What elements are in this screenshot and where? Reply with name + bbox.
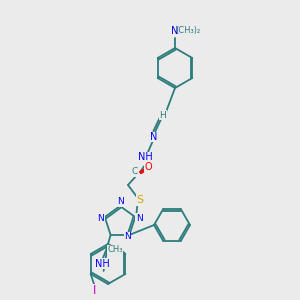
Text: O: O	[144, 162, 152, 172]
Text: NH: NH	[95, 259, 110, 269]
Text: I: I	[93, 284, 96, 298]
Text: (CH₃)₂: (CH₃)₂	[176, 26, 201, 35]
Text: CH₃: CH₃	[108, 245, 123, 254]
Text: H: H	[160, 110, 167, 119]
Text: N: N	[117, 197, 123, 206]
Text: C: C	[132, 167, 138, 176]
Text: S: S	[136, 195, 144, 205]
Text: N: N	[150, 132, 158, 142]
Text: N: N	[136, 214, 142, 223]
Text: N: N	[124, 232, 131, 242]
Text: NH: NH	[138, 152, 152, 162]
Text: N: N	[171, 26, 179, 36]
Text: N: N	[98, 214, 104, 223]
